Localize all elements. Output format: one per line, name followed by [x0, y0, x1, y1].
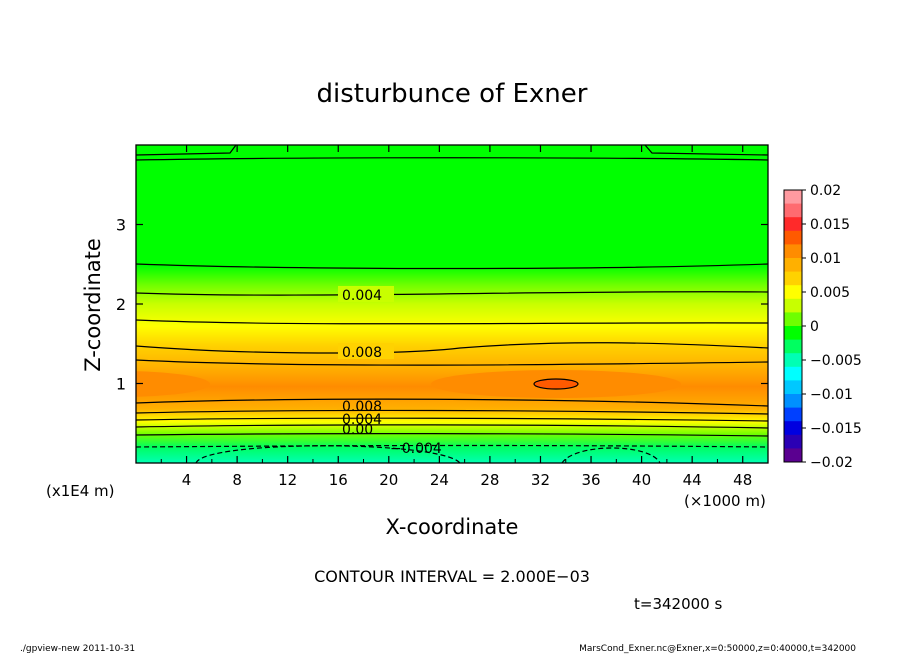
x-tick-label: 20 [379, 471, 398, 489]
colorbar-tick-label: 0.02 [810, 183, 841, 199]
colorbar-swatch [784, 407, 802, 422]
colorbar-swatch [784, 380, 802, 395]
x-tick-label: 32 [531, 471, 550, 489]
colorbar-swatch [784, 421, 802, 436]
colorbar-tick-label: −0.015 [810, 421, 862, 437]
y-tick-label: 3 [116, 216, 126, 235]
contour-interval-text: CONTOUR INTERVAL = 2.000E−03 [314, 567, 590, 586]
colorbar-swatch [784, 285, 802, 300]
colorbar-swatch [784, 353, 802, 368]
colorbar: 0.02 0.015 0.01 0.005 0 −0.005 −0.01 −0.015 −0.0… [783, 183, 862, 471]
colorbar-swatch [784, 203, 802, 218]
x-tick-label: 40 [632, 471, 651, 489]
plot-area: 0.004 0.008 0.008 0.004 0.00 −0.004 [136, 145, 768, 463]
chart-title: disturbunce of Exner [317, 79, 588, 109]
x-tick-label: 4 [182, 471, 192, 489]
colorbar-tick-label: −0.01 [810, 387, 853, 403]
y-axis: 1 2 3 [116, 216, 768, 394]
time-text: t=342000 s [634, 595, 722, 613]
colorbar-swatch [784, 190, 802, 205]
x-axis: 4 8 12 16 20 24 28 32 36 40 44 48 [160, 145, 752, 489]
contour-label-0008-upper: 0.008 [342, 345, 382, 361]
max-center [534, 379, 578, 389]
colorbar-swatch [784, 448, 802, 463]
y-axis-label: Z-coordinate [81, 238, 105, 372]
field-fill [136, 145, 768, 463]
colorbar-tick-label: −0.005 [810, 353, 862, 369]
y-unit-label: (x1E4 m) [46, 482, 115, 500]
colorbar-swatch [784, 434, 802, 449]
colorbar-swatch [784, 366, 802, 381]
colorbar-tick-label: 0.005 [810, 285, 850, 301]
colorbar-swatch [784, 217, 802, 232]
x-tick-label: 16 [329, 471, 348, 489]
y-tick-label: 1 [116, 375, 126, 394]
colorbar-swatch [784, 244, 802, 259]
contour-label-group: 0.004 0.008 0.008 0.004 0.00 −0.004 [338, 286, 442, 457]
colorbar-tick-label: −0.02 [810, 455, 853, 471]
y-tick-label: 2 [116, 295, 126, 314]
x-tick-label: 24 [430, 471, 449, 489]
colorbar-swatch [784, 394, 802, 409]
colorbar-swatch [784, 312, 802, 327]
contour-label-000: 0.00 [342, 422, 373, 438]
max-core-left [136, 371, 210, 397]
colorbar-tick-label: 0.015 [810, 217, 850, 233]
colorbar-swatch [784, 230, 802, 245]
colorbar-swatch [784, 326, 802, 341]
x-tick-label: 12 [278, 471, 297, 489]
x-tick-label: 8 [232, 471, 242, 489]
colorbar-tick-label: 0 [810, 319, 819, 335]
footer-right: MarsCond_Exner.nc@Exner,x=0:50000,z=0:40… [579, 644, 856, 654]
x-tick-label: 36 [581, 471, 600, 489]
colorbar-swatch [784, 271, 802, 286]
colorbar-tick-label: 0.01 [810, 251, 841, 267]
contour-label-0008-lower: 0.008 [342, 399, 382, 415]
x-axis-label: X-coordinate [386, 515, 519, 539]
x-tick-label: 48 [733, 471, 752, 489]
contour-lines [136, 145, 768, 463]
x-tick-label: 28 [480, 471, 499, 489]
x-tick-label: 44 [683, 471, 702, 489]
contour-label-neg0004: −0.004 [390, 441, 442, 457]
colorbar-swatch [784, 339, 802, 354]
contour-label-0004-lower: 0.004 [342, 412, 382, 428]
colorbar-swatch [784, 258, 802, 273]
footer-left: ./gpview-new 2011-10-31 [20, 644, 135, 654]
contour-label-0004-upper: 0.004 [342, 288, 382, 304]
colorbar-swatch [784, 298, 802, 313]
x-unit-label: (×1000 m) [684, 492, 766, 510]
